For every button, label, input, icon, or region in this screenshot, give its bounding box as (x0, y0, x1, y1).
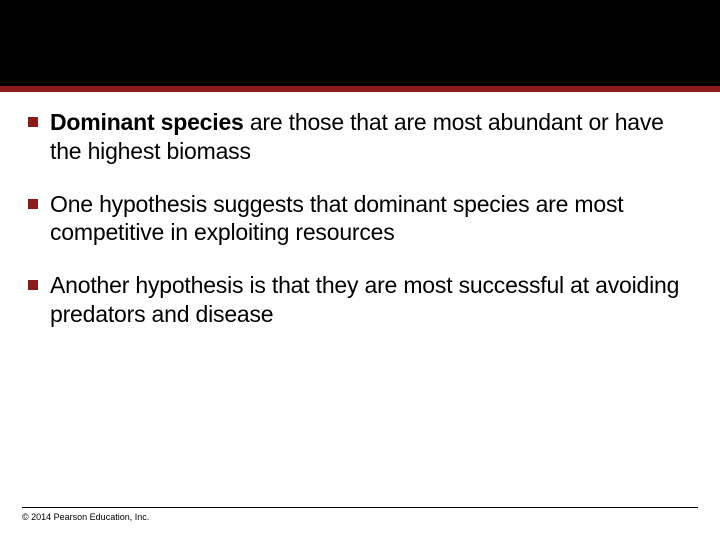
bullet-rest: One hypothesis suggests that dominant sp… (50, 191, 623, 246)
slide-content: Dominant species are those that are most… (0, 92, 720, 329)
bullet-marker-icon (28, 199, 38, 209)
bullet-bold-lead: Dominant species (50, 109, 244, 135)
slide-footer: © 2014 Pearson Education, Inc. (22, 507, 698, 522)
footer-rule (22, 507, 698, 508)
copyright-text: © 2014 Pearson Education, Inc. (22, 512, 698, 522)
header-black-bar (0, 0, 720, 86)
bullet-text: Another hypothesis is that they are most… (50, 271, 692, 329)
bullet-text: Dominant species are those that are most… (50, 108, 692, 166)
bullet-item: One hypothesis suggests that dominant sp… (28, 190, 692, 248)
bullet-text: One hypothesis suggests that dominant sp… (50, 190, 692, 248)
bullet-item: Another hypothesis is that they are most… (28, 271, 692, 329)
bullet-rest: Another hypothesis is that they are most… (50, 272, 679, 327)
bullet-marker-icon (28, 117, 38, 127)
bullet-item: Dominant species are those that are most… (28, 108, 692, 166)
bullet-marker-icon (28, 280, 38, 290)
